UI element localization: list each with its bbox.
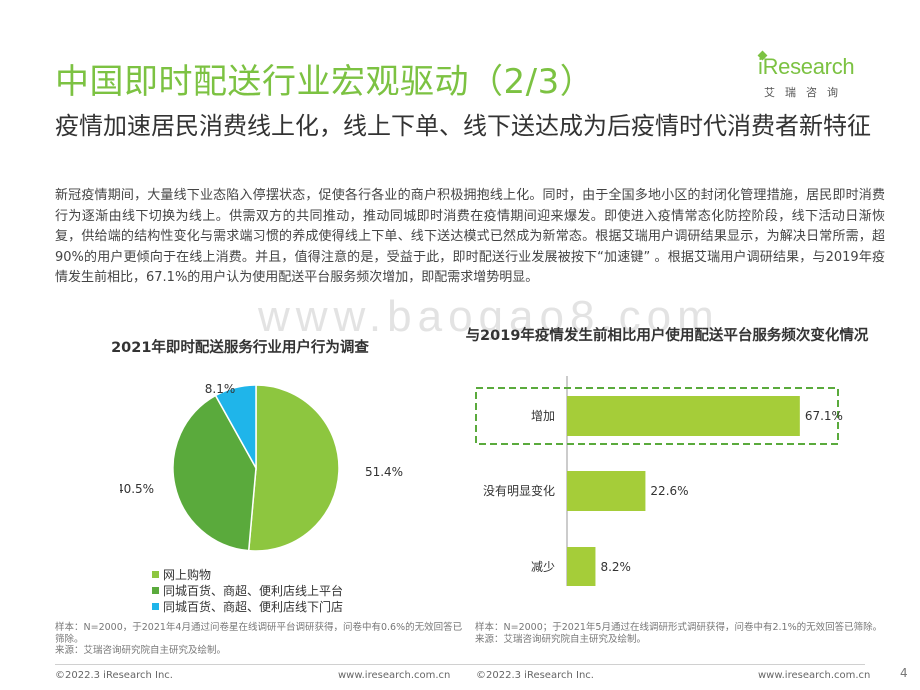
pie-slice [214,384,257,471]
pie-legend: 网上购物 同城百货、商超、便利店线上平台 同城百货、商超、便利店线下门店 [152,566,343,614]
bar-value-label: 22.6% [650,484,688,498]
footer-copyright: ©2022.3 iResearch Inc. [476,670,594,681]
note-line: 样本：N=2000，于2021年4月通过问卷星在线调研平台调研获得，问卷中有0.… [55,622,463,645]
page-title: 中国即时配送行业宏观驱动（2/3） [55,62,595,102]
pie-slice [247,384,340,552]
pie-chart: 51.4% 40.5% 8.1% [120,382,403,552]
pie-data-label: 40.5% [120,482,154,496]
legend-swatch [152,602,159,610]
footer-url-link[interactable]: www.iresearch.com.cn [758,670,871,681]
category-label: 增加 [531,409,555,423]
legend-label: 同城百货、商超、便利店线上平台 [163,583,344,598]
footer-url-link[interactable]: www.iresearch.com.cn [338,670,451,681]
bar-chart: 增加 67.1% 没有明显变化 22.6% 减少 8.2% [475,376,843,586]
legend-label: 同城百货、商超、便利店线下门店 [163,599,344,614]
legend-item: 同城百货、商超、便利店线上平台 [152,582,343,598]
pie-slice [172,394,257,552]
bar-value-label: 67.1% [805,409,843,423]
legend-item: 网上购物 [152,566,343,582]
note-line: 样本：N=2000；于2021年5月通过在线调研形式调研获得，问卷中有2.1%的… [475,622,883,633]
page-number: 4 [900,666,908,680]
legend-label: 网上购物 [163,567,212,582]
watermark: www.baogao8.com [258,292,720,341]
pie-data-label: 51.4% [365,465,403,479]
category-label: 没有明显变化 [483,483,555,498]
source-note-left: 样本：N=2000，于2021年4月通过问卷星在线调研平台调研获得，问卷中有0.… [55,622,465,657]
footer-copyright: ©2022.3 iResearch Inc. [55,670,173,681]
footer-divider [55,664,865,665]
bar-chart-title: 与2019年疫情发生前相比用户使用配送平台服务频次变化情况 [465,328,869,344]
note-line: 来源：艾瑞咨询研究院自主研究及绘制。 [475,633,647,645]
logo-subtitle: 艾瑞咨询 [764,86,848,99]
pie-chart-title: 2021年即时配送服务行业用户行为调查 [111,340,369,356]
bar [567,396,800,436]
page-subtitle: 疫情加速居民消费线上化，线上下单、线下送达成为后疫情时代消费者新特征 [55,112,871,140]
note-line: 来源：艾瑞咨询研究院自主研究及绘制。 [55,645,227,656]
body-paragraph: 新冠疫情期间，大量线下业态陷入停摆状态，促使各行各业的商户积极拥抱线上化。同时，… [55,188,885,285]
logo-wordmark: iResearch [758,54,855,79]
source-note-right: 样本：N=2000；于2021年5月通过在线调研形式调研获得，问卷中有2.1%的… [475,622,885,645]
bar [567,547,596,586]
category-label: 减少 [531,560,555,574]
legend-swatch [152,586,159,594]
legend-swatch [152,570,159,578]
highlight-box [475,387,839,445]
legend-item: 同城百货、商超、便利店线下门店 [152,598,343,614]
iresearch-logo: iResearch 艾瑞咨询 [757,50,876,104]
bar-value-label: 8.2% [600,560,631,574]
pie-data-label: 8.1% [205,382,236,396]
bar [567,471,646,511]
